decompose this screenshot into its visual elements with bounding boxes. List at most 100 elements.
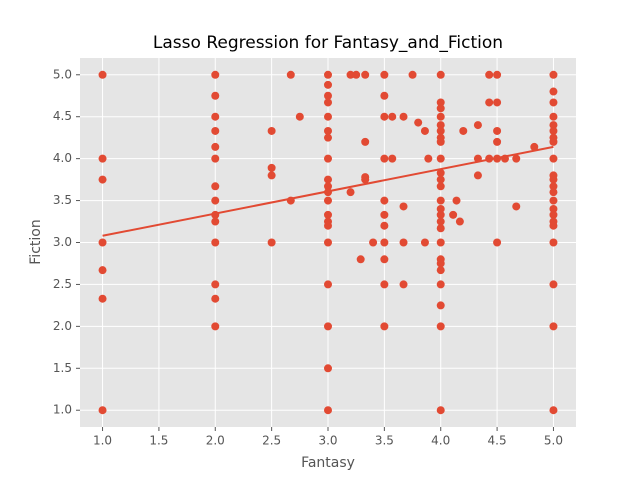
point [267,163,276,172]
point [380,112,389,121]
point [436,266,445,275]
y-tick-label: 2.5 [53,277,72,291]
point [380,210,389,219]
point [324,221,332,230]
point [324,91,332,100]
point [549,221,558,230]
point [388,154,397,163]
point [493,70,502,79]
point [436,70,445,79]
point [98,70,107,79]
point [473,121,482,130]
point [549,406,558,415]
y-tick-label: 1.0 [53,403,72,417]
point [388,112,397,121]
y-tick-label: 4.0 [53,151,72,165]
point [324,280,332,289]
point [436,175,445,184]
point [98,238,107,247]
point [380,154,389,163]
point [211,238,220,247]
point [211,280,220,289]
point [485,98,494,107]
point [408,70,417,79]
point [493,126,502,135]
x-tick-label: 1.0 [93,434,112,448]
point [549,238,558,247]
point [436,168,445,177]
point [267,171,276,180]
point [530,142,539,151]
fit-line [102,145,554,237]
point [211,217,220,226]
point [380,238,389,247]
point [211,294,220,303]
point [324,154,332,163]
y-tick-label: 1.5 [53,361,72,375]
point [549,121,558,130]
point [459,126,468,135]
x-tick-label: 2.0 [206,434,225,448]
point [436,204,445,213]
point [436,322,445,331]
x-tick-label: 4.5 [488,434,507,448]
point [380,196,389,205]
point [324,406,332,415]
y-tick-label: 3.5 [53,193,72,207]
point [549,70,558,79]
y-tick-label: 5.0 [53,67,72,81]
point [436,217,445,226]
point [295,112,304,121]
y-tick-label: 4.5 [53,109,72,123]
point [449,210,458,219]
x-tick-label: 3.0 [318,434,337,448]
point [436,210,445,219]
point [98,294,107,303]
point [493,137,502,146]
point [436,154,445,163]
point [549,182,558,191]
point [493,238,502,247]
point [324,112,332,121]
point [211,182,220,191]
point [549,196,558,205]
point [211,154,220,163]
point [549,204,558,213]
point [324,364,332,373]
point [361,137,370,146]
point [436,406,445,415]
point [493,98,502,107]
point [324,126,332,135]
point [512,154,521,163]
point [436,182,445,191]
point [267,238,276,247]
point [380,255,389,264]
point [399,112,408,121]
y-tick-label: 2.0 [53,319,72,333]
point [436,126,445,135]
point [420,238,429,247]
point [399,202,408,211]
point [436,280,445,289]
point [549,188,558,197]
point [98,406,107,415]
point [473,171,482,180]
point [380,221,389,230]
point [211,196,220,205]
x-tick-label: 3.5 [375,434,394,448]
point [286,70,295,79]
point [346,188,355,197]
point [436,121,445,130]
point [211,91,220,100]
point [549,126,558,135]
point [455,217,464,226]
point [549,175,558,184]
point [324,133,332,142]
x-axis-label: Fantasy [301,455,355,471]
point [436,238,445,247]
point [380,70,389,79]
point [324,322,332,331]
point [380,322,389,331]
point [549,154,558,163]
